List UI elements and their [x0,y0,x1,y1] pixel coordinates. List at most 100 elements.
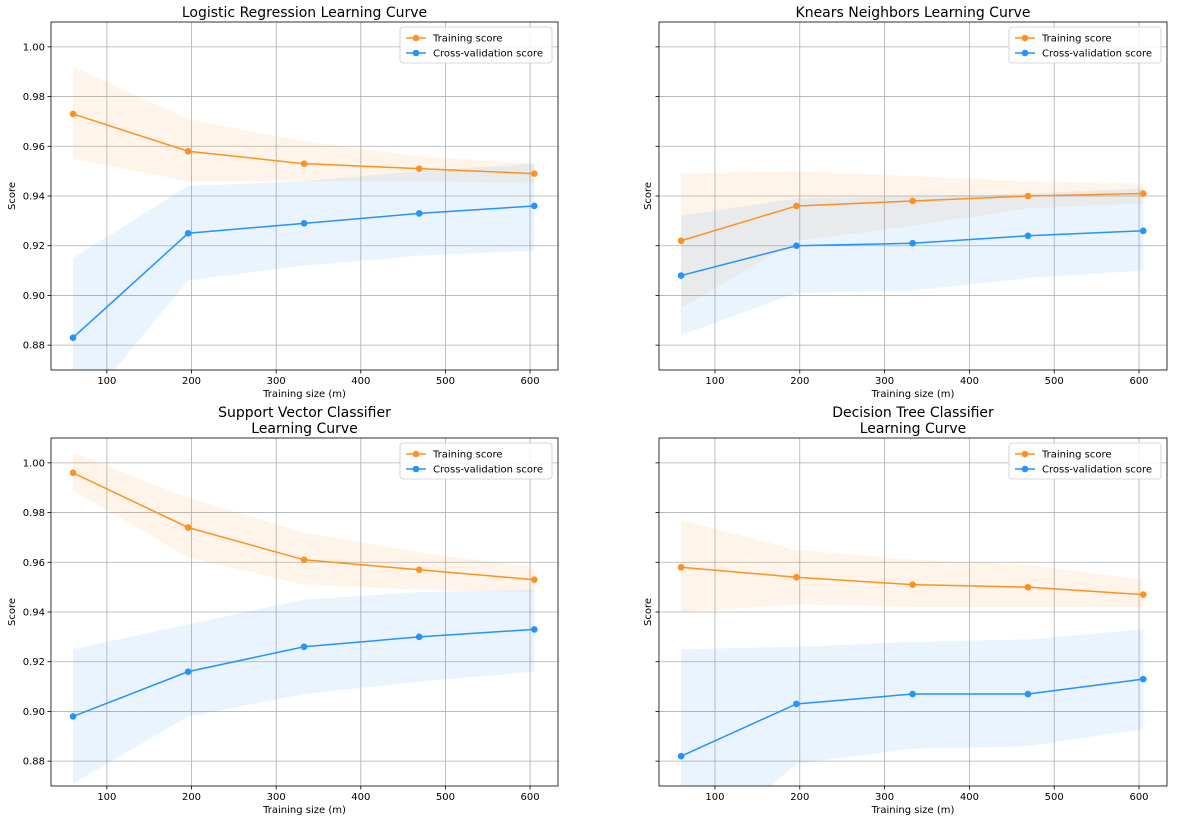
x-tick-label: 100 [97,792,116,803]
data-point [531,626,538,633]
data-point [1024,192,1032,200]
chart-panel-2: 100 200 300 400 500 600 Training size (m) Score… [643,5,1168,400]
legend-box [1008,442,1162,480]
data-point [69,110,77,118]
x-tick-label: 200 [790,792,809,803]
data-point [1139,190,1147,197]
confidence-band-cross-validation [73,589,535,784]
data-point [300,556,308,564]
x-tick-label: 400 [960,792,979,803]
y-axis-label: Score [7,182,18,210]
y-axis-label: Score [7,598,18,626]
data-point [300,643,308,651]
data-point [1024,232,1032,240]
data-point [69,469,77,477]
x-tick-label: 400 [351,376,370,387]
data-point [300,220,308,227]
data-point [793,202,800,210]
legend-swatch-marker [412,34,420,42]
data-point [793,573,800,581]
x-tick-label: 600 [521,792,540,803]
plot-area [677,520,1147,786]
data-point [677,752,685,760]
chart-title: Support Vector Classifier [218,405,391,421]
legend-label: Training score [432,450,503,461]
data-point [1139,227,1147,235]
y-tick-label: 0.90 [23,707,45,718]
legend: Training score Cross-validation score [399,26,553,64]
x-tick-label: 500 [436,376,455,387]
y-tick-label: 0.94 [23,608,45,619]
chart-panel-4: 100 200 300 400 500 600 Training size (m) Score… [643,405,1168,816]
legend-label: Cross-validation score [433,465,543,476]
data-point [793,242,800,250]
x-tick-label: 300 [267,792,286,803]
x-tick-label: 500 [1045,376,1064,387]
x-tick-label: 400 [960,376,979,387]
data-point [184,668,192,675]
legend-label: Training score [1041,34,1112,45]
plot-area [69,66,538,370]
data-point [677,272,685,279]
y-tick-label: 0.88 [23,341,45,352]
legend-swatch-marker [412,450,420,458]
confidence-band-training [681,520,1144,612]
data-point [300,160,308,167]
y-tick-label: 0.90 [23,291,45,302]
legend-swatch-marker [1021,34,1029,42]
y-axis-label: Score [643,598,654,626]
y-tick-label: 0.94 [23,192,45,203]
plot-area [69,452,538,784]
x-axis-label: Training size (m) [871,805,955,816]
data-point [415,633,423,641]
y-tick-label: 0.98 [23,92,45,103]
data-point [677,237,685,245]
chart-title: Decision Tree Classifier [832,405,994,421]
data-point [909,239,916,247]
data-point [415,566,423,574]
data-point [793,700,800,708]
x-tick-label: 100 [705,792,724,803]
legend-swatch-marker [412,49,420,57]
y-tick-label: 0.92 [23,241,45,252]
x-tick-label: 100 [97,376,116,387]
confidence-band-cross-validation [73,163,535,370]
x-tick-label: 600 [1129,376,1148,387]
data-point [909,581,916,588]
x-tick-label: 200 [182,792,201,803]
chart-panel-3: 100 200 300 400 500 600 0.88 0.90 0.92 0.94 0.96 0.… [7,405,559,816]
data-point [909,197,916,205]
x-tick-label: 300 [267,376,286,387]
x-axis-label: Training size (m) [871,389,955,400]
x-tick-label: 400 [351,792,370,803]
x-tick-label: 300 [875,376,894,387]
x-tick-label: 500 [1045,792,1064,803]
legend-label: Cross-validation score [433,49,543,60]
chart-title: Learning Curve [251,421,358,437]
x-tick-label: 600 [1129,792,1148,803]
x-axis-label: Training size (m) [262,389,346,400]
y-tick-label: 0.98 [23,508,45,519]
data-point [415,210,423,217]
legend-box [1008,26,1162,64]
chart-title: Logistic Regression Learning Curve [182,5,427,21]
data-point [69,334,77,341]
data-point [69,713,77,720]
data-point [677,563,685,571]
data-point [184,147,192,155]
legend-swatch-marker [1021,49,1029,57]
data-point [531,170,538,177]
plot-area [677,171,1147,336]
data-point [1024,690,1032,698]
data-point [531,576,538,583]
legend-label: Cross-validation score [1042,465,1152,476]
legend: Training score Cross-validation score [399,442,553,480]
x-tick-label: 200 [182,376,201,387]
data-point [415,165,423,172]
legend-box [399,442,553,480]
legend-label: Training score [1041,450,1112,461]
data-point [1024,583,1032,591]
y-tick-label: 1.00 [23,458,45,469]
confidence-band-training [73,452,535,593]
